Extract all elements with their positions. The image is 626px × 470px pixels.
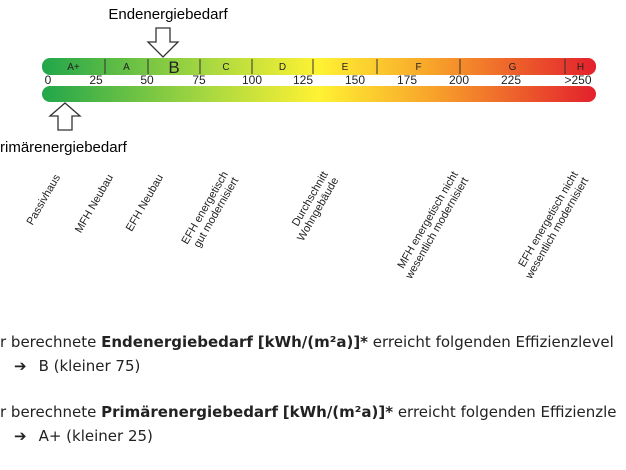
unit: [kWh/(m²a)]* — [257, 333, 369, 351]
class-label: C — [222, 62, 229, 73]
text: erreicht folgenden Effizienzle — [393, 403, 617, 421]
class-label: A — [123, 62, 130, 73]
result-text: A+ (kleiner 25) — [38, 427, 153, 445]
bottom-title: rimärenergiebedarf — [0, 139, 128, 156]
result-text: B (kleiner 75) — [38, 357, 141, 375]
building-type-label: MFH Neubau — [73, 173, 116, 236]
tick-label: 0 — [45, 73, 52, 87]
class-label: E — [342, 62, 349, 73]
paragraph: r berechnete Endenergiebedarf [kWh/(m²a)… — [0, 333, 614, 351]
term: Primärenergiebedarf — [101, 403, 278, 421]
tick-label: 25 — [89, 73, 103, 87]
end-arrow — [146, 27, 180, 58]
class-label: H — [577, 62, 584, 73]
unit: [kWh/(m²a)]* — [282, 403, 394, 421]
building-type-label: Passivhaus — [25, 172, 64, 227]
class-label: B — [168, 58, 179, 77]
result: ➔ B (kleiner 75) — [14, 357, 141, 375]
class-label: G — [509, 62, 517, 73]
tick-label: 200 — [449, 73, 469, 87]
text: erreicht folgenden Effizienzlevel — [368, 333, 614, 351]
class-label: A+ — [67, 62, 80, 73]
tick-label: >250 — [564, 73, 591, 87]
tick-label: 225 — [501, 73, 521, 87]
top-bar — [42, 58, 596, 75]
tick-label: 150 — [345, 73, 365, 87]
tick-label: 75 — [192, 73, 206, 87]
text: r berechnete — [0, 333, 102, 351]
scale-graphic: Endenergiebedarf rimärenergiebedarf A+ A B… — [0, 6, 596, 282]
result: ➔ A+ (kleiner 25) — [14, 427, 153, 445]
tick-label: 175 — [397, 73, 417, 87]
bottom-bar — [42, 86, 596, 102]
class-label: D — [279, 62, 286, 73]
tick-label: 50 — [140, 73, 154, 87]
text: r berechnete — [0, 403, 102, 421]
building-type: EFH Neubau — [124, 173, 166, 234]
term: Endenergiebedarf — [101, 333, 253, 351]
tick-label: 125 — [293, 73, 313, 87]
building-type-label: EFH Neubau — [124, 173, 166, 234]
top-title: Endenergiebedarf — [108, 6, 228, 23]
class-label: F — [415, 62, 421, 73]
tick-label: 100 — [242, 73, 262, 87]
paragraph: r berechnete Primärenergiebedarf [kWh/(m… — [0, 403, 617, 421]
primary-arrow — [48, 102, 82, 131]
building-type: Passivhaus — [25, 172, 64, 227]
building-type: MFH Neubau — [73, 173, 116, 236]
